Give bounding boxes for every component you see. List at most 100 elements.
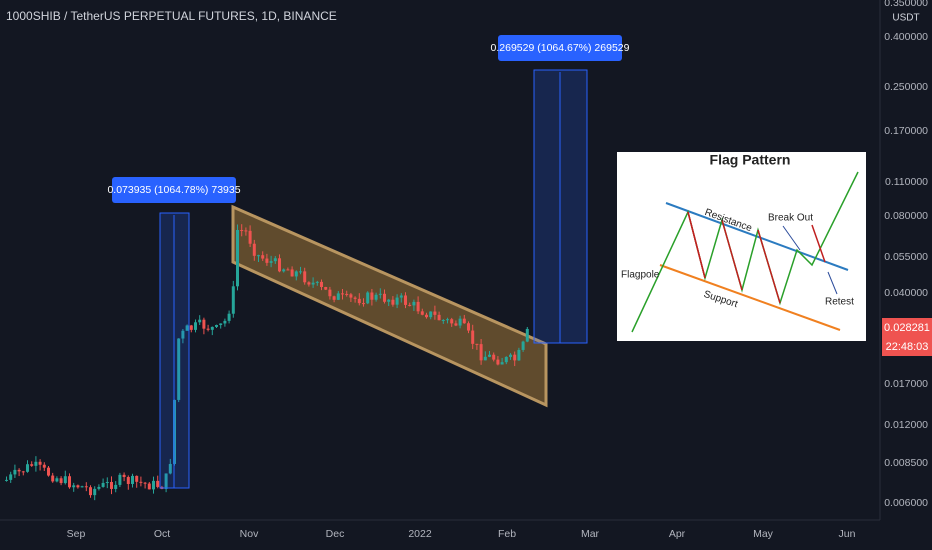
candle-body [370, 292, 374, 300]
candle-body [454, 323, 458, 326]
candle-body [273, 258, 277, 262]
red-arrow [757, 229, 781, 304]
candle-body [114, 484, 118, 489]
candle-body [278, 258, 281, 272]
candle-body [122, 474, 126, 478]
candle-body [17, 469, 21, 472]
candle-body [265, 258, 269, 263]
inset-label: Retest [825, 297, 854, 308]
candle-body [105, 481, 109, 483]
candle-body [336, 293, 340, 300]
candle-body [13, 469, 17, 475]
countdown: 22:48:03 [886, 341, 929, 353]
inset-background [617, 152, 866, 341]
candle-body [299, 271, 302, 273]
candle-body [429, 311, 433, 318]
candle-body [42, 464, 46, 468]
time-label: Dec [326, 528, 345, 540]
candle-body [378, 293, 382, 295]
candle-body [72, 485, 76, 488]
candle-body [307, 282, 311, 285]
candle-body [441, 320, 445, 322]
candle-body [483, 356, 487, 361]
candle-body [257, 255, 260, 257]
candle-body [227, 313, 231, 321]
candle-body [362, 303, 365, 305]
candle-body [210, 326, 214, 330]
candle-body [248, 230, 252, 244]
candle-body [206, 328, 210, 330]
candle-body [488, 354, 491, 357]
red-arrow [721, 219, 743, 291]
candle-body [185, 325, 189, 331]
last-price-badge [882, 318, 932, 356]
candle-body [349, 294, 353, 298]
candle-body [475, 343, 479, 345]
candle-body [110, 481, 113, 489]
time-label: Nov [240, 528, 259, 540]
measure-badge [112, 177, 236, 203]
time-label: May [753, 528, 774, 540]
candle-body [513, 354, 517, 361]
candle-body [500, 362, 504, 365]
candle-body [387, 299, 391, 302]
candle-body [479, 344, 483, 361]
candle-body [458, 318, 462, 326]
candle-body [467, 323, 470, 331]
candle-body [97, 486, 101, 489]
candle-body [416, 301, 420, 312]
candle-body [240, 229, 244, 231]
support-line [659, 264, 841, 331]
candle-body [269, 261, 273, 263]
candle-body [76, 485, 80, 488]
candle-body [93, 488, 97, 496]
candle-body [202, 319, 206, 329]
time-label: Oct [154, 528, 170, 540]
candle-body [290, 269, 294, 277]
candle-body [156, 480, 160, 487]
candle-body [311, 282, 315, 285]
last-price: 0.028281 [884, 322, 930, 334]
candle-body [135, 475, 139, 482]
candle-body [437, 314, 441, 321]
candle-body [391, 299, 395, 305]
price-label: 0.080000 [884, 210, 928, 222]
red-arrow [687, 211, 706, 279]
candle-body [47, 467, 50, 476]
symbol-title: 1000SHIB / TetherUS PERPETUAL FUTURES, 1… [6, 9, 337, 23]
candle-body [168, 463, 172, 474]
candle-body [181, 330, 185, 339]
candle-body [294, 271, 298, 277]
candle-body [236, 229, 239, 287]
unit-label: USDT [892, 13, 919, 24]
candle-body [261, 255, 265, 259]
inset-label: Flagpole [621, 270, 660, 281]
candle-body [517, 349, 521, 361]
inset-title: Flag Pattern [710, 152, 791, 168]
candle-body [9, 474, 13, 480]
candle-body [492, 354, 496, 360]
candle-body [328, 289, 332, 297]
price-label: 0.055000 [884, 251, 928, 263]
time-label: Apr [669, 528, 686, 540]
candle-body [353, 297, 357, 299]
price-label: 0.008500 [884, 457, 928, 469]
candle-body [80, 486, 84, 488]
flag-channel [231, 204, 548, 408]
price-label: 0.350000 [884, 0, 928, 9]
candle-body [189, 325, 193, 330]
candle-body [139, 481, 143, 483]
candle-body [320, 281, 323, 288]
candle-body [143, 482, 147, 484]
candle-body [252, 243, 256, 256]
candle-body [101, 482, 105, 487]
candle-body [244, 230, 248, 232]
candle-body [30, 464, 34, 466]
candle-body [198, 319, 202, 323]
candle-body [383, 293, 386, 302]
candle-body [21, 471, 25, 473]
candle-body [177, 338, 181, 400]
candle-body [433, 311, 437, 315]
